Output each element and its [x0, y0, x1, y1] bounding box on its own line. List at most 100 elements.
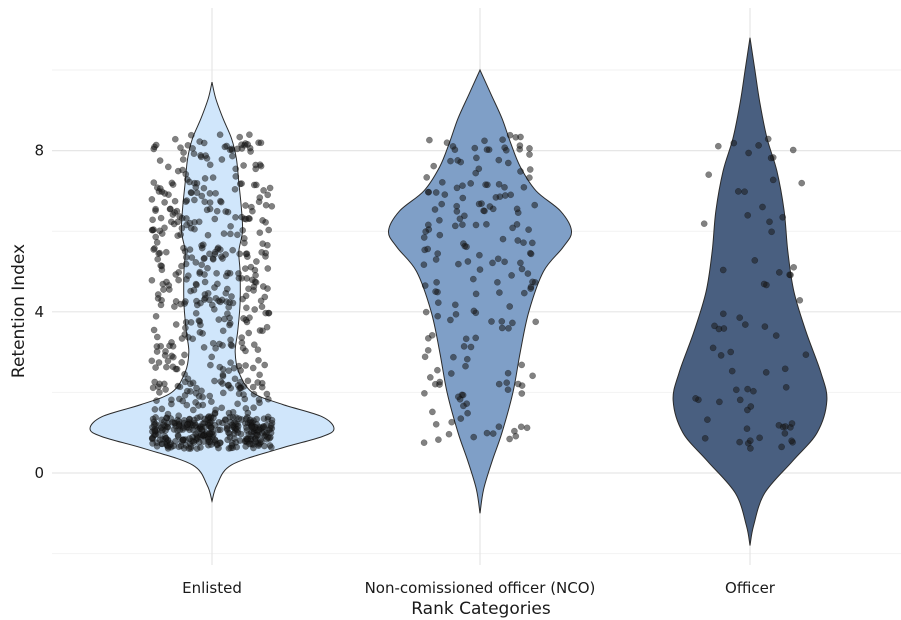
data-point	[716, 398, 723, 406]
data-point	[719, 310, 727, 318]
data-point	[255, 356, 262, 364]
data-point	[265, 226, 273, 234]
data-point	[200, 139, 208, 147]
data-point	[175, 443, 183, 451]
data-point	[262, 249, 270, 257]
data-point	[207, 361, 214, 369]
data-point	[429, 408, 436, 416]
data-point	[499, 235, 507, 243]
data-point	[182, 260, 190, 268]
data-point	[198, 244, 206, 252]
data-point	[160, 286, 167, 293]
data-point	[443, 139, 451, 147]
data-point	[154, 255, 162, 263]
jitter-points-layer	[148, 131, 810, 452]
data-point	[192, 309, 200, 317]
data-point	[438, 178, 446, 186]
data-point	[428, 331, 436, 339]
data-point	[798, 179, 806, 187]
data-point	[168, 400, 175, 408]
data-point	[531, 201, 539, 209]
data-point	[172, 365, 180, 373]
data-point	[775, 269, 783, 276]
data-point	[150, 179, 158, 186]
data-point	[191, 416, 198, 424]
data-point	[193, 445, 201, 452]
data-point	[424, 188, 432, 196]
data-point	[779, 213, 787, 221]
data-point	[169, 342, 177, 350]
data-point	[264, 413, 272, 421]
data-point	[229, 299, 237, 307]
data-point	[244, 409, 252, 417]
data-point	[163, 278, 170, 286]
data-point	[204, 231, 212, 239]
data-point	[195, 317, 203, 324]
data-point	[180, 149, 187, 156]
data-point	[182, 324, 189, 332]
data-point	[171, 135, 179, 143]
data-point	[187, 131, 195, 139]
data-point	[174, 218, 182, 226]
data-point	[156, 389, 163, 396]
data-point	[188, 189, 195, 197]
data-point	[169, 353, 177, 361]
data-point	[172, 321, 180, 328]
data-point	[424, 245, 432, 253]
data-point	[517, 168, 524, 175]
data-point	[249, 383, 257, 391]
data-point	[495, 423, 503, 431]
data-point	[228, 421, 236, 429]
data-point	[240, 162, 247, 169]
data-point	[501, 258, 508, 266]
data-point	[253, 258, 260, 265]
data-point	[462, 362, 469, 370]
data-point	[164, 420, 172, 427]
data-point	[467, 343, 475, 351]
data-point	[526, 151, 533, 158]
data-point	[526, 174, 533, 182]
data-point	[526, 145, 533, 152]
data-point	[436, 216, 443, 224]
data-point	[224, 436, 231, 444]
data-point	[186, 219, 194, 227]
data-point	[178, 224, 186, 232]
data-point	[435, 436, 442, 444]
x-tick-label: Enlisted	[182, 579, 242, 597]
data-point	[158, 405, 166, 413]
data-point	[193, 281, 200, 289]
data-point	[226, 430, 234, 437]
data-point	[709, 344, 717, 352]
data-point	[241, 239, 248, 247]
data-point	[494, 278, 501, 286]
data-point	[259, 240, 267, 248]
data-point	[186, 178, 193, 186]
data-point	[197, 152, 204, 159]
data-point	[222, 208, 230, 215]
data-point	[451, 146, 459, 154]
data-point	[234, 145, 241, 153]
data-point	[489, 430, 497, 437]
data-point	[229, 246, 237, 254]
data-point	[215, 418, 223, 426]
data-point	[772, 332, 780, 339]
data-point	[244, 141, 252, 148]
data-point	[232, 173, 240, 180]
data-point	[782, 423, 789, 430]
data-point	[528, 239, 536, 247]
data-point	[455, 260, 462, 268]
data-point	[719, 266, 727, 274]
data-point	[524, 270, 532, 277]
violin-officer	[672, 37, 828, 546]
data-point	[152, 207, 159, 215]
data-point	[208, 353, 216, 361]
data-point	[744, 385, 751, 393]
data-point	[172, 298, 180, 305]
data-point	[220, 230, 228, 237]
y-tick-label: 8	[34, 142, 44, 160]
data-point	[200, 184, 208, 192]
data-point	[495, 156, 503, 164]
violin-non-comissioned-officer-nco	[387, 68, 573, 514]
data-point	[436, 381, 443, 388]
y-axis-title: Retention Index	[9, 244, 29, 378]
